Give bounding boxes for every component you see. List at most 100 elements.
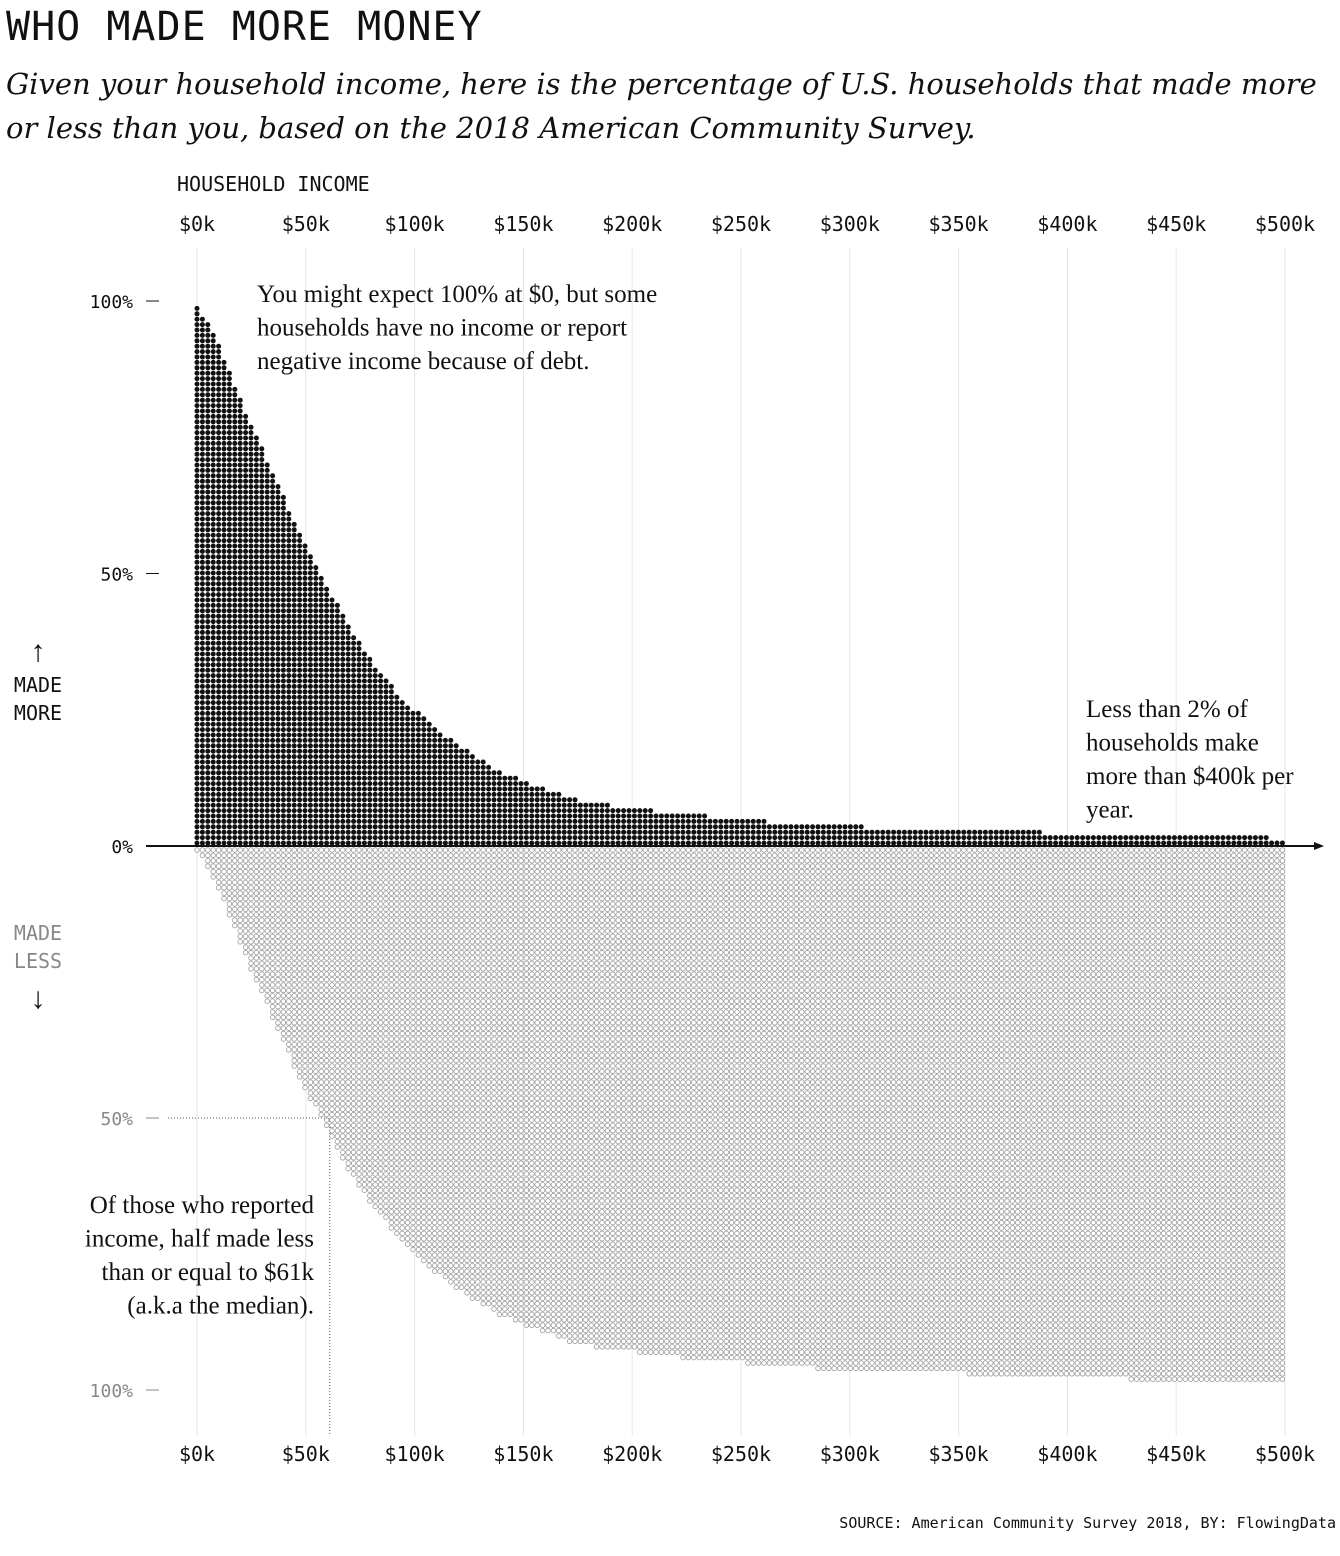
- made-less-dot: [615, 1117, 621, 1123]
- made-less-dot: [593, 912, 600, 918]
- made-less-dot: [566, 987, 573, 994]
- made-less-dot: [259, 912, 265, 918]
- made-less-dot: [334, 1106, 341, 1112]
- made-less-dot: [480, 1079, 486, 1085]
- made-less-dot: [502, 1203, 508, 1210]
- made-less-dot: [588, 1160, 594, 1166]
- made-less-dot: [550, 1074, 557, 1080]
- made-less-dot: [604, 868, 611, 875]
- made-less-dot: [577, 1068, 584, 1075]
- made-less-dot: [372, 982, 378, 988]
- made-less-dot: [518, 1030, 524, 1037]
- made-less-dot: [367, 966, 373, 972]
- made-less-dot: [421, 1198, 427, 1204]
- made-less-dot: [453, 1263, 459, 1269]
- made-less-dot: [469, 1246, 476, 1253]
- made-less-dot: [512, 1014, 519, 1021]
- made-less-dot: [437, 1090, 443, 1096]
- made-less-dot: [410, 1236, 416, 1242]
- made-less-dot: [340, 1122, 346, 1129]
- made-less-dot: [545, 1263, 551, 1269]
- made-less-dot: [340, 1063, 346, 1069]
- made-less-dot: [399, 928, 405, 934]
- made-less-dot: [529, 1014, 535, 1021]
- made-less-dot: [583, 1295, 589, 1301]
- made-less-dot: [356, 1068, 362, 1075]
- made-less-dot: [593, 901, 600, 907]
- made-less-dot: [507, 960, 513, 967]
- made-less-dot: [485, 1246, 492, 1253]
- made-less-dot: [529, 1160, 535, 1166]
- made-less-dot: [275, 987, 281, 994]
- made-less-dot: [437, 1171, 443, 1177]
- made-less-dot: [415, 901, 422, 907]
- made-less-dot: [442, 874, 449, 880]
- made-less-dot: [361, 917, 368, 923]
- made-less-dot: [502, 1052, 508, 1058]
- made-less-dot: [604, 1138, 611, 1145]
- made-less-dot: [550, 1052, 557, 1058]
- made-less-dot: [604, 982, 611, 988]
- made-less-dot: [512, 858, 519, 864]
- made-less-dot: [307, 1030, 314, 1037]
- made-less-dot: [448, 885, 454, 891]
- made-less-dot: [453, 1241, 459, 1247]
- made-less-dot: [577, 890, 584, 896]
- made-less-dot: [404, 1106, 411, 1112]
- made-less-dot: [388, 955, 395, 961]
- made-less-dot: [458, 1101, 465, 1107]
- made-less-dot: [610, 1047, 616, 1053]
- made-less-dot: [367, 1025, 373, 1031]
- made-less-dot: [480, 1128, 486, 1134]
- made-less-dot: [604, 1014, 611, 1021]
- made-less-dot: [480, 1030, 486, 1037]
- made-less-dot: [280, 928, 287, 934]
- made-less-dot: [377, 885, 384, 891]
- made-less-dot: [253, 879, 260, 886]
- made-less-dot: [286, 955, 292, 961]
- made-less-dot: [464, 1241, 470, 1247]
- made-less-dot: [561, 944, 567, 950]
- made-less-dot: [593, 1306, 600, 1312]
- made-less-dot: [561, 1084, 567, 1091]
- made-less-dot: [523, 982, 530, 988]
- made-less-dot: [404, 1041, 411, 1048]
- made-less-dot: [421, 1225, 427, 1231]
- made-less-dot: [464, 933, 470, 940]
- made-less-dot: [280, 1003, 287, 1010]
- made-less-dot: [496, 993, 503, 999]
- made-less-dot: [512, 1106, 519, 1112]
- made-less-dot: [599, 1122, 605, 1129]
- made-less-dot: [593, 890, 600, 896]
- made-less-dot: [383, 1068, 389, 1075]
- made-less-dot: [453, 1225, 459, 1231]
- made-less-dot: [350, 1063, 357, 1069]
- made-less-dot: [496, 1133, 503, 1139]
- made-less-dot: [318, 944, 324, 950]
- made-less-dot: [437, 1144, 443, 1150]
- made-less-dot: [615, 944, 621, 950]
- made-less-dot: [610, 928, 616, 934]
- made-less-dot: [475, 1101, 481, 1107]
- made-less-dot: [534, 863, 540, 869]
- made-less-dot: [361, 1003, 368, 1010]
- made-less-dot: [588, 1203, 594, 1210]
- made-less-dot: [545, 939, 551, 945]
- made-less-dot: [458, 917, 465, 923]
- made-less-dot: [464, 1149, 470, 1156]
- made-less-dot: [318, 868, 324, 875]
- made-less-dot: [345, 1063, 351, 1069]
- made-less-dot: [431, 1263, 438, 1269]
- made-less-dot: [453, 1128, 459, 1134]
- made-less-dot: [529, 1090, 535, 1096]
- made-less-dot: [599, 960, 605, 967]
- made-less-dot: [367, 944, 373, 950]
- made-less-dot: [480, 939, 486, 945]
- made-less-dot: [383, 885, 389, 891]
- made-less-dot: [431, 1187, 438, 1193]
- made-less-dot: [404, 874, 411, 880]
- made-less-dot: [534, 1198, 540, 1204]
- made-less-dot: [242, 885, 249, 891]
- made-less-dot: [329, 912, 335, 918]
- made-less-dot: [453, 1068, 459, 1075]
